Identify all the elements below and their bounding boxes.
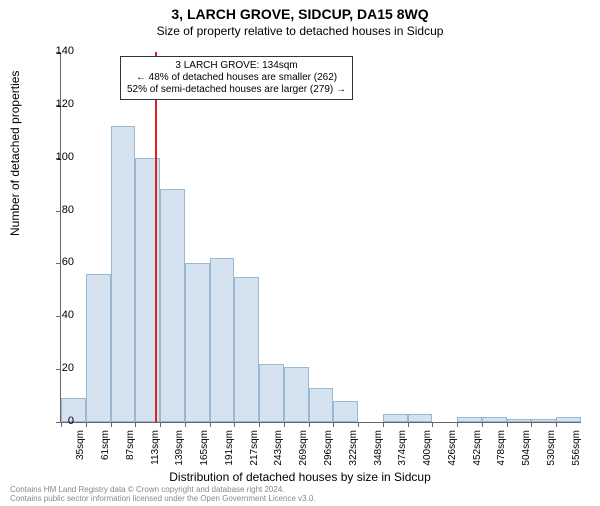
annotation-line3: 52% of semi-detached houses are larger (… [127,84,346,96]
histogram-bar [234,277,259,422]
histogram-bar [383,414,408,422]
y-axis-label: Number of detached properties [8,71,22,236]
histogram-bar [284,367,309,423]
x-tick-label: 296sqm [323,430,334,470]
histogram-bar [457,417,482,422]
x-tick-label: 87sqm [125,430,136,470]
annotation-line2: ← 48% of detached houses are smaller (26… [127,72,346,84]
x-tick-label: 113sqm [150,430,161,470]
y-tick-label: 120 [44,98,74,110]
histogram-bar [259,364,284,422]
histogram-bar [507,419,532,422]
x-tick [135,422,136,427]
histogram-bar [111,126,136,422]
x-tick-label: 61sqm [100,430,111,470]
x-tick [507,422,508,427]
x-tick-label: 374sqm [397,430,408,470]
x-tick-label: 504sqm [521,430,532,470]
chart-title: 3, LARCH GROVE, SIDCUP, DA15 8WQ [0,6,600,22]
x-tick [185,422,186,427]
x-tick-label: 165sqm [199,430,210,470]
x-tick-label: 478sqm [496,430,507,470]
histogram-bar [482,417,507,422]
x-tick-label: 530sqm [546,430,557,470]
y-tick-label: 60 [44,256,74,268]
x-tick-label: 139sqm [174,430,185,470]
plot-area [60,52,581,423]
x-tick [210,422,211,427]
x-tick-label: 400sqm [422,430,433,470]
histogram-bar [309,388,334,422]
x-tick [86,422,87,427]
chart-subtitle: Size of property relative to detached ho… [0,24,600,38]
x-tick [160,422,161,427]
histogram-bar [210,258,235,422]
x-tick-label: 426sqm [447,430,458,470]
x-tick [432,422,433,427]
x-tick-label: 217sqm [249,430,260,470]
x-tick [259,422,260,427]
marker-line [155,52,157,422]
x-tick [358,422,359,427]
annotation-line1: 3 LARCH GROVE: 134sqm [127,60,346,72]
x-tick [333,422,334,427]
y-tick-label: 140 [44,45,74,57]
histogram-bar [408,414,433,422]
x-tick-label: 35sqm [75,430,86,470]
y-tick-label: 100 [44,151,74,163]
x-tick-label: 322sqm [348,430,359,470]
histogram-bar [160,189,185,422]
x-tick-label: 452sqm [472,430,483,470]
footer-attribution: Contains HM Land Registry data © Crown c… [10,486,316,504]
histogram-bar [531,419,556,422]
histogram-bar [333,401,358,422]
x-tick [556,422,557,427]
y-tick-label: 40 [44,309,74,321]
x-tick [234,422,235,427]
x-axis-label: Distribution of detached houses by size … [0,470,600,484]
y-tick-label: 0 [44,415,74,427]
x-tick [111,422,112,427]
histogram-bar [556,417,581,422]
x-tick-label: 348sqm [373,430,384,470]
x-tick [531,422,532,427]
x-tick-label: 191sqm [224,430,235,470]
x-tick [408,422,409,427]
x-tick [284,422,285,427]
x-tick-label: 556sqm [571,430,582,470]
x-tick [457,422,458,427]
annotation-box: 3 LARCH GROVE: 134sqm← 48% of detached h… [120,56,353,100]
y-tick-label: 20 [44,362,74,374]
x-tick [383,422,384,427]
x-tick-label: 269sqm [298,430,309,470]
histogram-bar [185,263,210,422]
x-tick [482,422,483,427]
x-tick [309,422,310,427]
y-tick-label: 80 [44,204,74,216]
histogram-bar [86,274,111,422]
x-tick-label: 243sqm [273,430,284,470]
